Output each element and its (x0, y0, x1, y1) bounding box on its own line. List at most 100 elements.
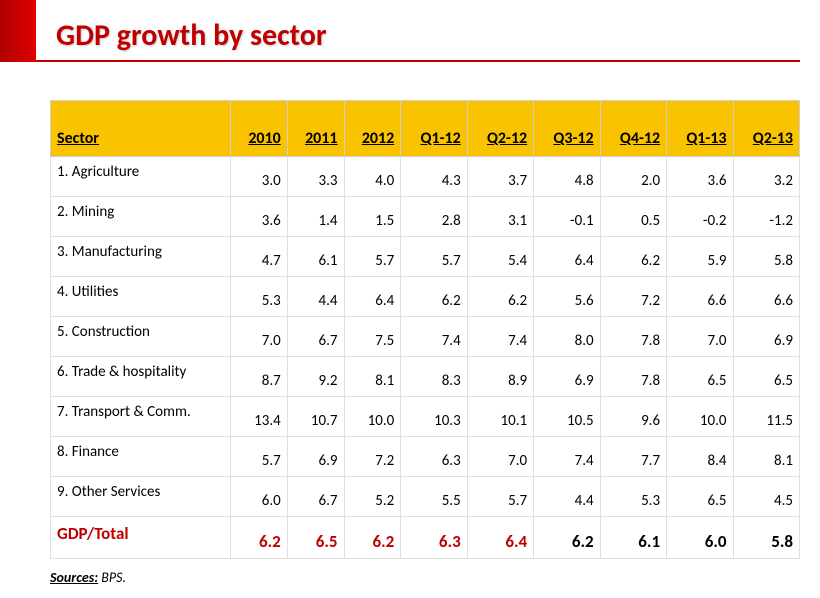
value-cell: 4.3 (401, 157, 467, 197)
value-cell: 7.8 (600, 357, 666, 397)
value-cell: 5.6 (534, 277, 600, 317)
sector-cell: 3. Manufacturing (51, 237, 231, 277)
value-cell: 5.5 (401, 477, 467, 517)
value-cell: 6.6 (733, 277, 799, 317)
value-cell: 6.7 (287, 477, 344, 517)
value-cell: 7.4 (534, 437, 600, 477)
value-cell: 6.7 (287, 317, 344, 357)
value-cell: 7.8 (600, 317, 666, 357)
col-period: Q1-12 (401, 101, 467, 157)
sector-cell: 9. Other Services (51, 477, 231, 517)
value-cell: 3.7 (467, 157, 533, 197)
value-cell: 7.2 (600, 277, 666, 317)
value-cell: 7.7 (600, 437, 666, 477)
value-cell: 3.1 (467, 197, 533, 237)
value-cell: 1.5 (344, 197, 401, 237)
col-period: Q4-12 (600, 101, 666, 157)
value-cell: 6.1 (287, 237, 344, 277)
table-row: 1. Agriculture3.03.34.04.33.74.82.03.63.… (51, 157, 800, 197)
table-row: 3. Manufacturing4.76.15.75.75.46.46.25.9… (51, 237, 800, 277)
value-cell: 9.6 (600, 397, 666, 437)
value-cell: 10.0 (667, 397, 733, 437)
value-cell: 6.5 (667, 477, 733, 517)
value-cell: 5.4 (467, 237, 533, 277)
value-cell: 7.4 (401, 317, 467, 357)
table-row: 6. Trade & hospitality8.79.28.18.38.96.9… (51, 357, 800, 397)
total-value-cell: 6.3 (401, 517, 467, 559)
value-cell: 8.4 (667, 437, 733, 477)
value-cell: 4.4 (534, 477, 600, 517)
col-period: Q2-13 (733, 101, 799, 157)
value-cell: 6.2 (467, 277, 533, 317)
table-row: 2. Mining3.61.41.52.83.1-0.10.5-0.2-1.2 (51, 197, 800, 237)
col-period: 2011 (287, 101, 344, 157)
col-period: 2010 (231, 101, 288, 157)
value-cell: 8.9 (467, 357, 533, 397)
table-row: 4. Utilities5.34.46.46.26.25.67.26.66.6 (51, 277, 800, 317)
sector-cell: 5. Construction (51, 317, 231, 357)
value-cell: 8.0 (534, 317, 600, 357)
accent-block (0, 0, 36, 62)
value-cell: 10.7 (287, 397, 344, 437)
value-cell: 6.9 (733, 317, 799, 357)
value-cell: 6.4 (534, 237, 600, 277)
value-cell: 1.4 (287, 197, 344, 237)
value-cell: 3.6 (667, 157, 733, 197)
value-cell: 6.9 (534, 357, 600, 397)
value-cell: 5.2 (344, 477, 401, 517)
sector-cell: 2. Mining (51, 197, 231, 237)
value-cell: 6.0 (231, 477, 288, 517)
table-row: 7. Transport & Comm.13.410.710.010.310.1… (51, 397, 800, 437)
col-period: Q1-13 (667, 101, 733, 157)
value-cell: 3.3 (287, 157, 344, 197)
title-bar: GDP growth by sector (36, 10, 800, 62)
value-cell: 6.2 (600, 237, 666, 277)
value-cell: 4.5 (733, 477, 799, 517)
value-cell: -0.1 (534, 197, 600, 237)
sources-label: Sources: (50, 569, 98, 586)
value-cell: 11.5 (733, 397, 799, 437)
value-cell: 10.3 (401, 397, 467, 437)
value-cell: 6.6 (667, 277, 733, 317)
gdp-table-container: Sector201020112012Q1-12Q2-12Q3-12Q4-12Q1… (50, 100, 800, 559)
value-cell: 5.7 (344, 237, 401, 277)
value-cell: 4.7 (231, 237, 288, 277)
sector-cell: 7. Transport & Comm. (51, 397, 231, 437)
value-cell: 8.1 (733, 437, 799, 477)
value-cell: 7.5 (344, 317, 401, 357)
table-header-row: Sector201020112012Q1-12Q2-12Q3-12Q4-12Q1… (51, 101, 800, 157)
value-cell: 3.2 (733, 157, 799, 197)
total-row: GDP/Total6.26.56.26.36.46.26.16.05.8 (51, 517, 800, 559)
value-cell: 10.0 (344, 397, 401, 437)
value-cell: 7.0 (667, 317, 733, 357)
value-cell: 5.3 (231, 277, 288, 317)
sector-cell: 1. Agriculture (51, 157, 231, 197)
value-cell: 5.7 (467, 477, 533, 517)
value-cell: 7.4 (467, 317, 533, 357)
value-cell: 2.8 (401, 197, 467, 237)
value-cell: 0.5 (600, 197, 666, 237)
value-cell: 3.6 (231, 197, 288, 237)
col-period: Q2-12 (467, 101, 533, 157)
total-value-cell: 5.8 (733, 517, 799, 559)
total-value-cell: 6.2 (344, 517, 401, 559)
sector-cell: 4. Utilities (51, 277, 231, 317)
value-cell: 6.4 (344, 277, 401, 317)
table-row: 8. Finance5.76.97.26.37.07.47.78.48.1 (51, 437, 800, 477)
value-cell: 6.2 (401, 277, 467, 317)
value-cell: 5.3 (600, 477, 666, 517)
col-period: Q3-12 (534, 101, 600, 157)
page-title: GDP growth by sector (56, 17, 327, 54)
value-cell: 7.2 (344, 437, 401, 477)
value-cell: 2.0 (600, 157, 666, 197)
value-cell: 8.3 (401, 357, 467, 397)
sector-cell: 8. Finance (51, 437, 231, 477)
gdp-table: Sector201020112012Q1-12Q2-12Q3-12Q4-12Q1… (50, 100, 800, 559)
value-cell: 5.7 (231, 437, 288, 477)
value-cell: 5.9 (667, 237, 733, 277)
total-value-cell: 6.2 (534, 517, 600, 559)
col-sector: Sector (51, 101, 231, 157)
value-cell: 7.0 (231, 317, 288, 357)
value-cell: -0.2 (667, 197, 733, 237)
total-value-cell: 6.5 (287, 517, 344, 559)
